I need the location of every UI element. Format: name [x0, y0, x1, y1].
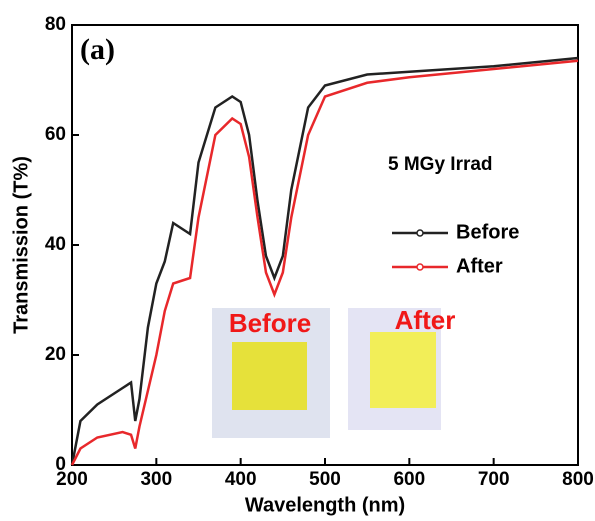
- legend-label: After: [456, 255, 503, 277]
- panel-label: (a): [80, 33, 115, 66]
- series-line: [70, 59, 579, 466]
- y-tick-label: 0: [55, 454, 66, 475]
- x-tick-label: 200: [56, 469, 88, 490]
- x-tick-label: 600: [393, 469, 425, 490]
- y-tick-label: 20: [45, 344, 66, 365]
- legend-marker: [416, 229, 424, 237]
- x-tick-label: 500: [309, 469, 341, 490]
- y-tick-label: 40: [45, 234, 66, 255]
- sample-before: [232, 342, 307, 410]
- y-tick-label: 60: [45, 124, 66, 145]
- x-tick-label: 700: [478, 469, 510, 490]
- x-tick-label: 800: [562, 469, 594, 490]
- y-tick-label: 80: [45, 14, 66, 35]
- legend-label: Before: [456, 221, 519, 243]
- sample-after: [370, 332, 436, 408]
- inset-label: Before: [229, 308, 311, 338]
- annotation: 5 MGy Irrad: [388, 154, 493, 175]
- legend-marker: [416, 263, 424, 271]
- x-tick-label: 300: [140, 469, 172, 490]
- x-tick-label: 400: [225, 469, 257, 490]
- inset-label: After: [395, 305, 456, 335]
- y-axis-label: Transmission (T%): [10, 156, 32, 334]
- x-axis-label: Wavelength (nm): [245, 494, 405, 516]
- series-line: [70, 56, 579, 466]
